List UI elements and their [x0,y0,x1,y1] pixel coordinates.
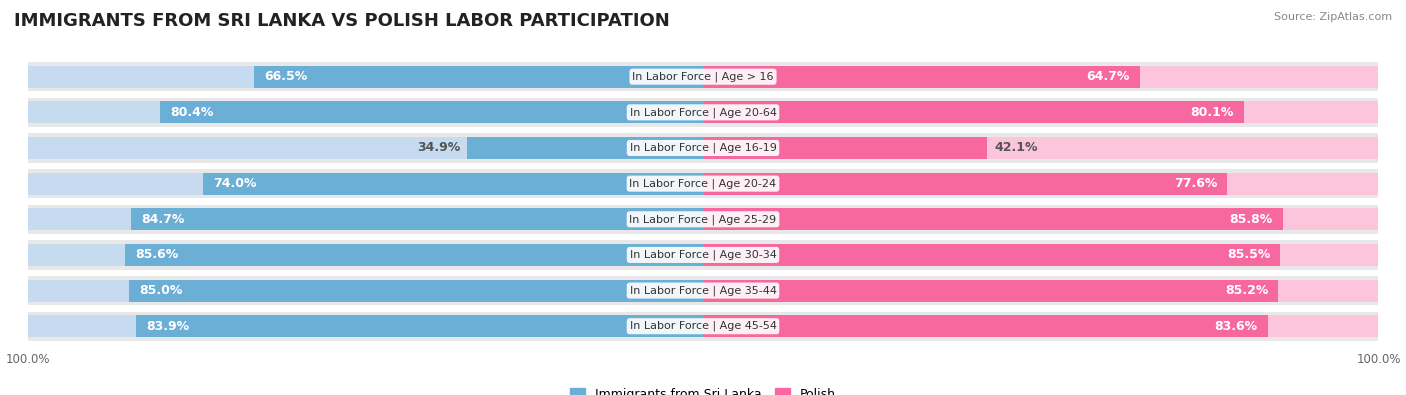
Bar [28,244,703,266]
Bar [703,280,1378,302]
Text: In Labor Force | Age 20-64: In Labor Force | Age 20-64 [630,107,776,118]
Text: 74.0%: 74.0% [214,177,257,190]
Bar [28,312,1378,341]
Bar [703,137,1378,159]
Bar [28,315,703,337]
Bar [703,315,1268,337]
Bar [28,134,1378,163]
Bar [28,101,703,123]
Bar [136,315,703,337]
Text: 64.7%: 64.7% [1087,70,1130,83]
Bar [28,169,1378,198]
Text: 85.8%: 85.8% [1229,213,1272,226]
Bar [703,101,1244,123]
Bar [703,137,987,159]
Text: Source: ZipAtlas.com: Source: ZipAtlas.com [1274,12,1392,22]
Bar [28,276,1378,305]
Text: In Labor Force | Age 25-29: In Labor Force | Age 25-29 [630,214,776,224]
Bar [129,280,703,302]
Bar [125,244,703,266]
Text: 83.9%: 83.9% [146,320,190,333]
Bar [703,66,1378,88]
Text: 80.4%: 80.4% [170,106,214,119]
Text: IMMIGRANTS FROM SRI LANKA VS POLISH LABOR PARTICIPATION: IMMIGRANTS FROM SRI LANKA VS POLISH LABO… [14,12,669,30]
Bar [703,173,1378,195]
Bar [204,173,703,195]
Bar [703,280,1278,302]
Text: 34.9%: 34.9% [418,141,461,154]
Legend: Immigrants from Sri Lanka, Polish: Immigrants from Sri Lanka, Polish [565,383,841,395]
Text: 85.2%: 85.2% [1225,284,1268,297]
Bar [703,208,1378,230]
Bar [703,66,1140,88]
Bar [254,66,703,88]
Bar [703,244,1281,266]
Text: In Labor Force | Age 16-19: In Labor Force | Age 16-19 [630,143,776,153]
Bar [703,173,1227,195]
Bar [28,98,1378,127]
Text: In Labor Force | Age 30-34: In Labor Force | Age 30-34 [630,250,776,260]
Bar [131,208,703,230]
Bar [703,244,1378,266]
Bar [28,137,703,159]
Text: 42.1%: 42.1% [994,141,1038,154]
Text: 77.6%: 77.6% [1174,177,1218,190]
Text: 85.6%: 85.6% [135,248,179,261]
Bar [28,205,1378,234]
Bar [703,208,1282,230]
Text: In Labor Force | Age 45-54: In Labor Force | Age 45-54 [630,321,776,331]
Bar [703,101,1378,123]
Text: In Labor Force | Age > 16: In Labor Force | Age > 16 [633,71,773,82]
Bar [28,208,703,230]
Text: 83.6%: 83.6% [1215,320,1257,333]
Bar [28,62,1378,91]
Bar [28,280,703,302]
Bar [160,101,703,123]
Text: 84.7%: 84.7% [141,213,184,226]
Text: In Labor Force | Age 35-44: In Labor Force | Age 35-44 [630,285,776,296]
Bar [28,240,1378,269]
Text: 85.0%: 85.0% [139,284,183,297]
Text: 85.5%: 85.5% [1227,248,1271,261]
Text: In Labor Force | Age 20-24: In Labor Force | Age 20-24 [630,179,776,189]
Bar [467,137,703,159]
Bar [703,315,1378,337]
Bar [28,66,703,88]
Text: 66.5%: 66.5% [264,70,308,83]
Text: 80.1%: 80.1% [1191,106,1234,119]
Bar [28,173,703,195]
